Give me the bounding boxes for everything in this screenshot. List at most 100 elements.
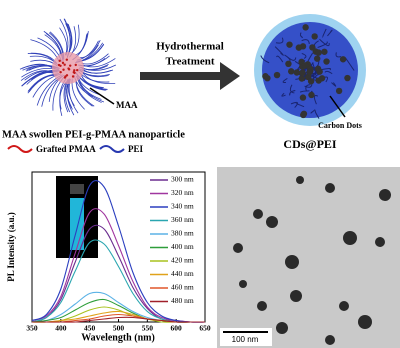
maa-label: MAA: [116, 100, 138, 110]
pei-chain: [45, 33, 61, 56]
cd-chain: [317, 41, 328, 48]
maa-dot: [73, 71, 76, 75]
cd-chain: [301, 52, 307, 59]
pei-chain: [71, 24, 80, 54]
left-caption: MAA swollen PEI-g-PMAA nanoparticle: [2, 129, 185, 140]
legend-label: 320 nm: [171, 188, 194, 197]
maa-dot: [61, 61, 65, 65]
cd-chain: [335, 52, 342, 58]
cd-chain: [289, 90, 296, 96]
carbon-dot: [295, 44, 303, 51]
cd-chain: [322, 28, 327, 38]
pei-chain: [23, 72, 54, 85]
arrow-text: Hydrothermal: [156, 41, 224, 53]
carbon-dot: [316, 68, 323, 75]
carbon-dot: [302, 62, 309, 69]
legend-pmaa: Grafted PMAA: [36, 144, 96, 154]
x-tick-label: 450: [84, 324, 96, 333]
legend-label: 340 nm: [171, 202, 194, 211]
cd-chain: [275, 37, 284, 44]
pmaa-symbol: [7, 145, 33, 153]
pei-chain: [28, 75, 55, 91]
maa-dot: [63, 76, 67, 79]
carbon-dot: [313, 55, 321, 62]
carbon-dot: [321, 48, 328, 55]
carbon-dot: [285, 60, 292, 68]
x-tick-label: 400: [55, 324, 67, 333]
cd-chain: [312, 62, 316, 70]
carbon-dot: [307, 78, 315, 85]
legend-label: 300 nm: [171, 175, 194, 184]
legend-label: 480 nm: [171, 296, 194, 305]
carbon-dot: [339, 56, 347, 63]
dots-label: Carbon Dots: [318, 121, 362, 130]
carbon-dot: [286, 41, 293, 48]
cd-chain: [320, 68, 332, 71]
maa-dot: [58, 59, 61, 63]
cd-chain: [274, 46, 284, 56]
arrow-text: Treatment: [165, 56, 214, 68]
carbon-dot: [318, 75, 326, 82]
carbon-dot: [262, 73, 269, 80]
legend-label: 360 nm: [171, 215, 194, 224]
carbon-dot: [302, 24, 309, 31]
maa-dot: [67, 67, 70, 70]
pei-symbol: [99, 145, 125, 153]
carbon-dot: [306, 68, 313, 76]
cd-chain: [314, 110, 320, 119]
maa-dot: [62, 68, 65, 71]
cd-chain: [299, 32, 304, 39]
cd-chain: [281, 92, 286, 97]
carbon-dot: [309, 44, 316, 51]
legend-label: 380 nm: [171, 229, 194, 238]
x-tick-label: 550: [142, 324, 154, 333]
carbon-dot: [298, 75, 306, 82]
cd-chain: [289, 84, 295, 94]
tem-image: [217, 167, 400, 348]
pei-chain: [78, 78, 102, 100]
pei-chain: [79, 40, 101, 59]
x-tick-label: 500: [113, 324, 125, 333]
x-tick-label: 350: [26, 324, 38, 333]
pei-chain: [82, 72, 116, 84]
cd-chain: [282, 78, 288, 84]
carbon-dot: [299, 94, 307, 101]
right-caption: CDs@PEI: [283, 137, 336, 151]
cd-chain: [299, 90, 310, 93]
carbon-dot: [293, 69, 300, 76]
pei-chain: [30, 52, 58, 64]
maa-pointer: [89, 87, 115, 105]
y-axis-label: PL Intensity (a.u.): [6, 212, 16, 282]
cd-chain: [260, 55, 270, 64]
cd-chain: [301, 39, 310, 45]
maa-dot: [69, 64, 72, 67]
pl-curve: [32, 316, 205, 323]
maa-dot: [74, 63, 77, 67]
pei-chain: [75, 80, 93, 107]
carbon-dot: [315, 49, 322, 56]
x-axis-label: Wavelength (nm): [81, 332, 155, 343]
pei-chain: [81, 75, 104, 89]
cd-chain: [290, 101, 299, 108]
dots-pointer: [329, 95, 346, 118]
legend-label: 460 nm: [171, 283, 194, 292]
pei-chain: [77, 77, 102, 103]
pl-curve: [31, 180, 206, 323]
maa-dot: [76, 68, 79, 72]
maa-dot: [63, 63, 66, 66]
scheme-drawing: [19, 14, 366, 126]
carbon-dot: [308, 91, 315, 99]
scale-label: 100 nm: [232, 335, 259, 344]
pei-chain: [21, 63, 53, 69]
carbon-dot: [344, 74, 351, 82]
vial-cap: [70, 184, 84, 194]
cd-chain: [327, 29, 333, 37]
carbon-dot: [299, 69, 306, 77]
cd-chain: [295, 102, 305, 108]
carbon-dot: [287, 68, 295, 75]
cd-chain: [324, 70, 333, 75]
carbon-dot: [323, 58, 330, 65]
x-tick-label: 650: [199, 324, 211, 333]
maa-dot: [71, 75, 75, 78]
